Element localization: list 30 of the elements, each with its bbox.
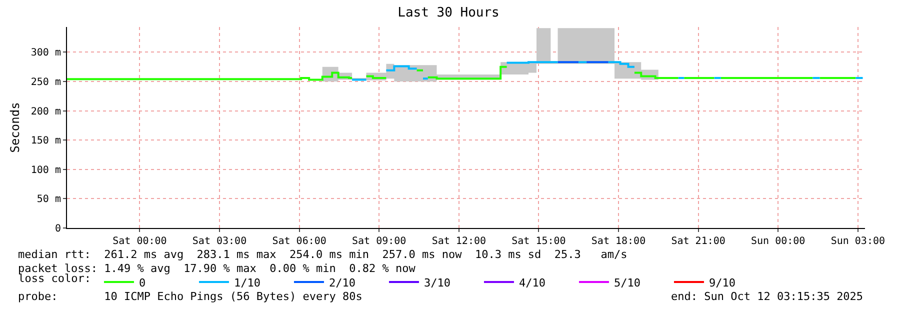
y-tick-label: 150 m — [30, 136, 61, 147]
legend-label: 4/10 — [518, 276, 546, 290]
x-tick-label: Sat 21:00 — [671, 236, 726, 247]
legend-label: 9/10 — [708, 276, 736, 290]
legend-label: 5/10 — [614, 276, 640, 290]
x-tick-label: Sun 00:00 — [751, 236, 806, 247]
y-axis-title: Seconds — [8, 102, 22, 153]
text: probe: 10 ICMP Echo Pings (56 Bytes) every 80s — [18, 290, 362, 303]
chart-title: Last 30 Hours — [398, 6, 500, 21]
x-tick-label: Sat 15:00 — [512, 236, 566, 247]
legend-label: 0 — [138, 276, 146, 290]
x-tick-label: Sat 00:00 — [112, 236, 167, 247]
text: median rtt: 261.2 ms avg 283.1 ms max 254.0 ms min 257.0 ms now 10.3 ms sd 25.3 am/s — [18, 248, 628, 261]
y-tick-label: 0 — [54, 224, 61, 234]
y-tick-label: 250 m — [30, 77, 61, 88]
x-tick-label: Sat 12:00 — [432, 236, 486, 247]
x-tick-label: Sat 18:00 — [591, 236, 646, 247]
legend-label: 2/10 — [328, 276, 356, 290]
x-tick-label: Sun 03:00 — [830, 236, 886, 247]
y-tick-label: 100 m — [30, 164, 61, 176]
y-tick-label: 200 m — [30, 106, 61, 118]
x-tick-label: Sat 03:00 — [192, 236, 247, 247]
x-tick-label: Sat 09:00 — [352, 236, 406, 247]
y-tick-label: 50 m — [36, 194, 61, 206]
x-tick-label: Sat 06:00 — [272, 236, 326, 247]
legend-label: 3/10 — [424, 276, 450, 290]
text: end: Sun Oct 12 03:15:35 2025 — [671, 290, 864, 303]
text: packet loss: 1.49 % avg 17.90 % max 0.00 % min 0.82 % now — [18, 262, 416, 275]
legend-label: 1/10 — [234, 276, 260, 290]
y-tick-label: 300 m — [30, 48, 61, 59]
